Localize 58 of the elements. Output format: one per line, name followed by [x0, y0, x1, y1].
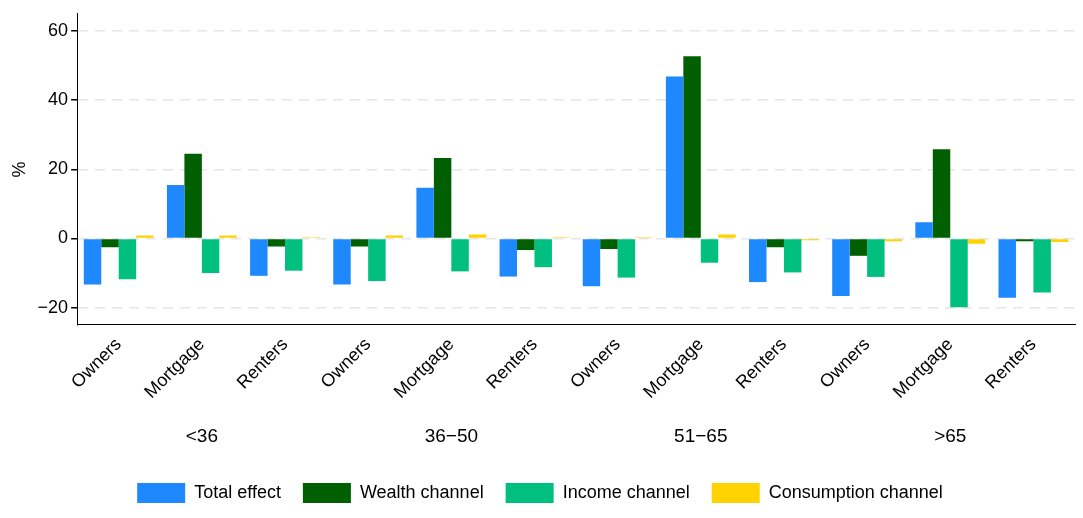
bar	[433, 157, 452, 238]
legend-label: Income channel	[562, 481, 690, 502]
bar	[219, 235, 237, 238]
y-axis-title: %	[8, 161, 29, 178]
bar	[451, 239, 469, 272]
bar	[700, 239, 719, 263]
bar	[884, 239, 903, 242]
bar	[967, 239, 986, 244]
bar	[416, 187, 434, 238]
bar	[718, 234, 736, 238]
bar	[950, 239, 968, 308]
text: 36−50	[424, 425, 479, 447]
bar	[998, 239, 1016, 298]
bar	[350, 239, 369, 247]
text: 51−65	[674, 425, 728, 447]
bar	[267, 239, 286, 247]
y-tick-label: 0	[58, 227, 69, 248]
bar	[783, 239, 802, 273]
bar	[517, 239, 535, 250]
text: <36	[185, 425, 218, 447]
bar	[1033, 239, 1051, 293]
bar	[1050, 239, 1069, 242]
bar	[136, 235, 154, 238]
bar	[166, 184, 185, 238]
bar	[749, 239, 767, 283]
bar	[468, 234, 487, 238]
bar	[83, 239, 102, 285]
bar	[683, 56, 701, 238]
bar	[285, 239, 303, 271]
legend-label: Total effect	[194, 481, 281, 502]
bar	[184, 153, 202, 238]
legend-label: Consumption channel	[768, 481, 943, 502]
bar	[617, 239, 636, 278]
bar	[832, 239, 850, 296]
bar	[1015, 239, 1034, 242]
bar	[534, 239, 552, 268]
text: >65	[934, 425, 967, 447]
bar	[333, 239, 351, 285]
bar	[368, 239, 386, 282]
bar	[932, 149, 951, 238]
bar	[250, 239, 268, 276]
y-tick-label: 40	[48, 89, 69, 110]
legend-label: Wealth channel	[359, 481, 484, 502]
bar	[766, 239, 784, 248]
bar	[118, 239, 137, 280]
bar	[600, 239, 618, 249]
bar	[385, 235, 404, 238]
bar	[582, 239, 601, 287]
bar	[849, 239, 868, 256]
bar	[915, 222, 933, 238]
y-tick-label: 20	[48, 158, 69, 179]
bar	[867, 239, 885, 277]
bar	[101, 239, 119, 248]
y-tick-label: 60	[48, 20, 69, 41]
bar	[665, 76, 684, 238]
bar	[499, 239, 518, 277]
y-tick-label: −20	[37, 296, 69, 317]
bar	[201, 239, 220, 274]
